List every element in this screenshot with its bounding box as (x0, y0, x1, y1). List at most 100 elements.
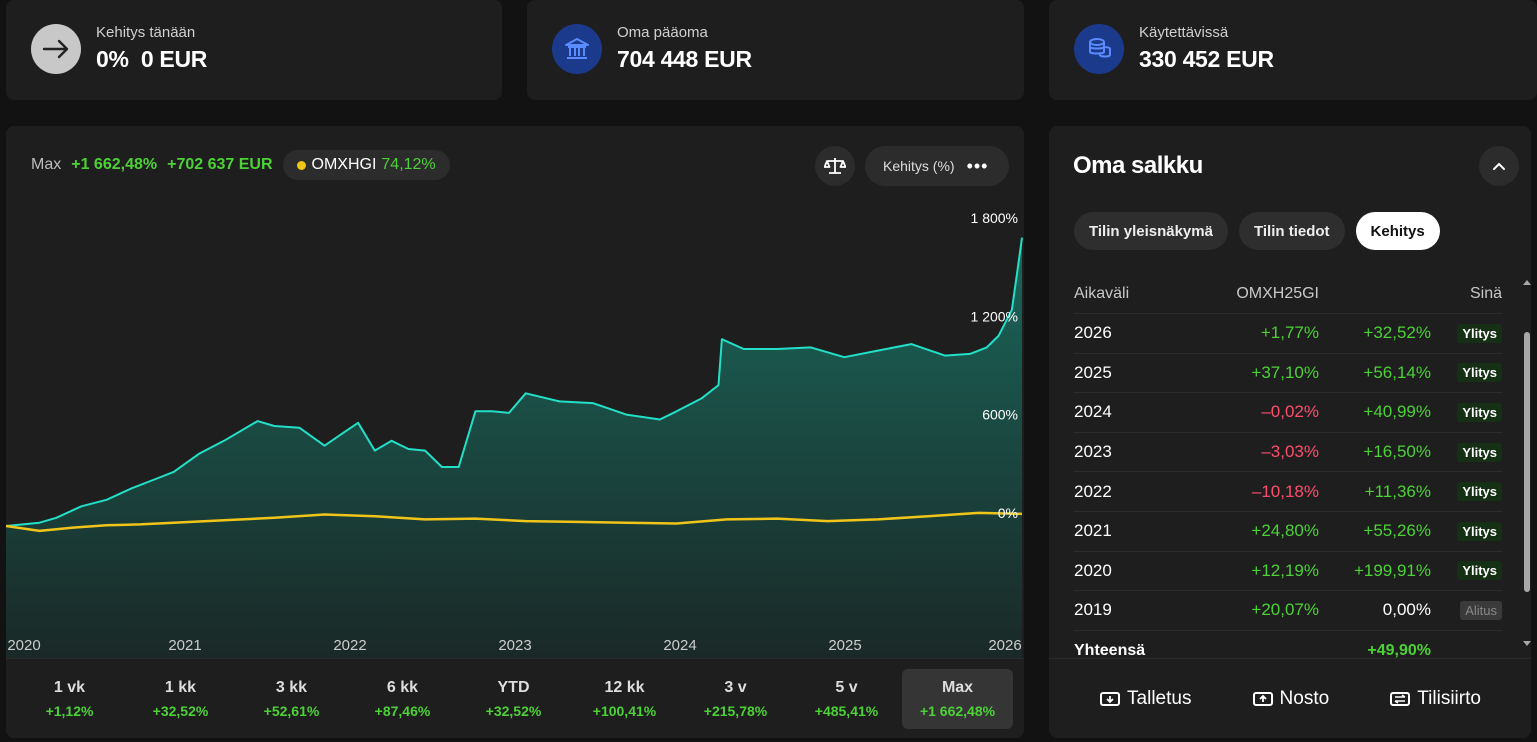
row-your-return: +55,26% (1363, 521, 1431, 541)
table-row: 2025 +37,10% +56,14% Ylitys (1074, 354, 1502, 394)
more-dots-icon: ••• (966, 155, 989, 176)
table-header: Aikaväli OMXH25GI Sinä (1074, 274, 1502, 314)
row-year: 2019 (1074, 600, 1112, 620)
period-label: 1 kk (164, 678, 197, 696)
period-selector: 1 vk +1,12% 1 kk +32,52% 3 kk +52,61% 6 kk +87,… (6, 658, 1024, 738)
period-label: 5 v (835, 678, 858, 696)
performance-chart-card: 1 800% 1 200% 600% 0% 2020 2021 2022 2023 2024 20… (6, 126, 1024, 738)
period-value: +52,61% (263, 702, 320, 719)
tab-performance[interactable]: Kehitys (1355, 212, 1440, 250)
compare-button[interactable] (815, 146, 855, 186)
row-your-return: +16,50% (1363, 442, 1431, 462)
chart-range-label: Max (31, 156, 62, 173)
period-5[interactable]: 12 kk +100,41% (569, 669, 680, 729)
chevron-up-icon (1493, 162, 1505, 170)
period-value: +100,41% (592, 702, 657, 719)
y-tick-label: 1 200% (971, 308, 1018, 324)
period-value: +215,78% (703, 702, 768, 719)
total-value: +49,90% (1367, 641, 1431, 659)
y-tick-label: 0% (998, 505, 1018, 521)
collapse-button[interactable] (1479, 146, 1519, 186)
period-2[interactable]: 3 kk +52,61% (236, 669, 347, 729)
tab-account-overview[interactable]: Tilin yleisnäkymä (1074, 212, 1228, 250)
status-badge: Alitus (1460, 600, 1502, 620)
tab-account-details[interactable]: Tilin tiedot (1238, 212, 1345, 250)
table-row: 2022 –10,18% +11,36% Ylitys (1074, 472, 1502, 512)
row-index-return: +12,19% (1251, 560, 1319, 580)
table-row: 2026 +1,77% +32,52% Ylitys (1074, 314, 1502, 354)
period-label: 12 kk (604, 678, 645, 696)
period-label: YTD (497, 678, 530, 696)
row-your-return: +56,14% (1363, 362, 1431, 382)
table-row: 2023 –3,03% +16,50% Ylitys (1074, 433, 1502, 473)
chart-return-eur: +702 637 EUR (167, 156, 273, 173)
period-6[interactable]: 3 v +215,78% (680, 669, 791, 729)
portfolio-title: Oma salkku (1073, 152, 1203, 179)
period-0[interactable]: 1 vk +1,12% (14, 669, 125, 729)
row-your-return: +199,91% (1353, 560, 1431, 580)
status-badge: Ylitys (1457, 363, 1502, 383)
row-year: 2020 (1074, 560, 1112, 580)
x-tick-label: 2026 (988, 637, 1021, 654)
period-value: +485,41% (814, 702, 879, 719)
stat-label: Käytettävissä (1139, 24, 1229, 41)
scroll-down-icon (1523, 641, 1531, 646)
stat-card-available: Käytettävissä 330 452 EUR (1049, 0, 1537, 100)
bank-icon (552, 24, 602, 74)
chart-return-pct: +1 662,48% (71, 156, 158, 173)
period-label: 3 kk (275, 678, 308, 696)
x-tick-label: 2025 (828, 637, 861, 654)
table-row: 2020 +12,19% +199,91% Ylitys (1074, 552, 1502, 592)
transfer-button[interactable]: Tilisiirto (1389, 688, 1481, 710)
stat-value: 704 448 EUR (617, 46, 752, 72)
row-index-return: –3,03% (1261, 442, 1319, 462)
status-badge: Ylitys (1457, 482, 1502, 502)
row-badge-cell: Ylitys (1431, 561, 1502, 581)
col-index: OMXH25GI (1236, 284, 1319, 302)
transfer-icon (1390, 691, 1411, 706)
stat-card-daily: Kehitys tänään 0% 0 EUR (6, 0, 502, 100)
period-3[interactable]: 6 kk +87,46% (347, 669, 458, 729)
chart-header: Max +1 662,48% +702 637 EUR OMXHGI 74,12… (31, 150, 450, 180)
table-scrollbar[interactable] (1523, 276, 1531, 654)
status-badge: Ylitys (1457, 442, 1502, 462)
account-actions: Talletus Nosto Tilisiirto (1049, 658, 1531, 738)
stat-value: 0% 0 EUR (96, 46, 208, 72)
x-tick-label: 2020 (7, 637, 40, 654)
withdraw-button[interactable]: Nosto (1252, 688, 1329, 710)
row-year: 2023 (1074, 442, 1112, 462)
row-your-return: +11,36% (1364, 481, 1431, 501)
stat-value: 330 452 EUR (1139, 46, 1274, 72)
period-4[interactable]: YTD +32,52% (458, 669, 569, 729)
benchmark-chip[interactable]: OMXHGI 74,12% (282, 150, 450, 180)
status-badge: Ylitys (1457, 402, 1502, 422)
status-badge: Ylitys (1457, 323, 1502, 343)
period-1[interactable]: 1 kk +32,52% (125, 669, 236, 729)
y-tick-label: 1 800% (971, 210, 1018, 226)
row-index-return: +37,10% (1251, 362, 1319, 382)
row-your-return: 0,00% (1382, 600, 1431, 620)
row-year: 2022 (1074, 481, 1112, 501)
row-year: 2026 (1074, 323, 1112, 343)
status-badge: Ylitys (1457, 561, 1502, 581)
table-total-row: Yhteensä +49,90% (1074, 631, 1502, 671)
row-your-return: +32,52% (1363, 323, 1431, 343)
col-period: Aikaväli (1074, 284, 1130, 302)
row-badge-cell: Alitus (1431, 600, 1502, 620)
period-label: 3 v (724, 678, 747, 696)
row-badge-cell: Ylitys (1431, 402, 1502, 422)
stat-card-equity: Oma pääoma 704 448 EUR (527, 0, 1024, 100)
row-badge-cell: Ylitys (1431, 323, 1502, 343)
scale-icon (824, 158, 846, 174)
benchmark-dot-icon (296, 160, 306, 170)
deposit-button[interactable]: Talletus (1099, 688, 1191, 710)
period-8[interactable]: Max +1 662,48% (902, 668, 1013, 729)
coins-icon (1074, 24, 1124, 74)
period-label: 1 vk (53, 678, 86, 696)
chart-mode-button[interactable]: Kehitys (%) ••• (865, 146, 1009, 186)
period-7[interactable]: 5 v +485,41% (791, 669, 902, 729)
scroll-thumb[interactable] (1524, 332, 1530, 592)
period-label: 6 kk (386, 678, 419, 696)
period-value: +32,52% (485, 702, 542, 719)
portfolio-card: Oma salkku Tilin yleisnäkymä Tilin tiedo… (1049, 126, 1531, 738)
